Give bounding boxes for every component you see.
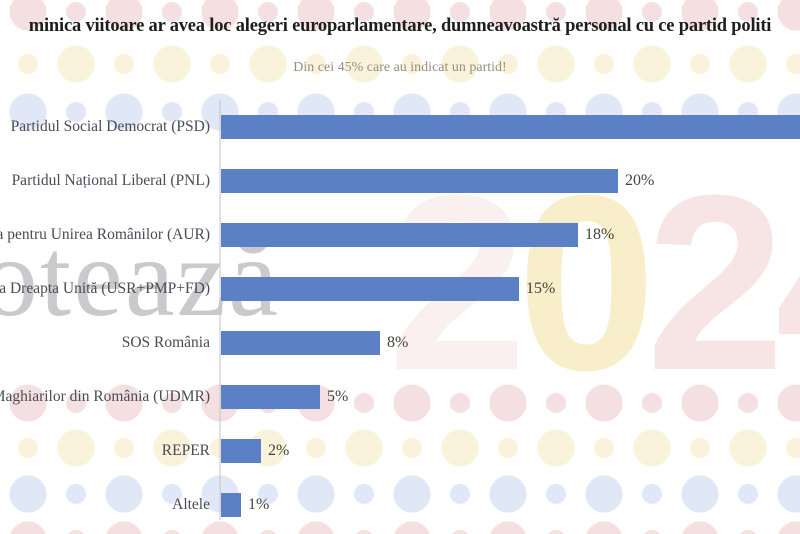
bar-track: 1% <box>220 478 800 532</box>
bar-track: 20% <box>220 154 800 208</box>
value-label: 1% <box>248 496 270 513</box>
category-label: Altele <box>172 496 210 513</box>
chart-row: ă a Maghiarilor din România (UDMR) 5% <box>0 370 800 424</box>
value-label: 5% <box>327 388 349 405</box>
chart-row: Partidul Național Liberal (PNL) 20% <box>0 154 800 208</box>
page-title: minica viitoare ar avea loc alegeri euro… <box>28 16 772 36</box>
bar <box>221 277 519 301</box>
category-label: REPER <box>161 442 210 459</box>
bar <box>221 115 800 139</box>
value-label: 2% <box>268 442 290 459</box>
bar <box>221 331 380 355</box>
y-axis-line <box>219 100 221 520</box>
watermark-digit: 0 <box>517 143 656 422</box>
bar <box>221 385 320 409</box>
value-label: 15% <box>526 280 556 297</box>
value-label: 20% <box>625 172 655 189</box>
bar-track: 2% <box>220 424 800 478</box>
watermark-digit: 2 <box>646 143 785 422</box>
category-label: SOS România <box>121 334 210 351</box>
category-label: anța pentru Unirea Românilor (AUR) <box>0 226 210 243</box>
chart-row: Partidul Social Democrat (PSD) <box>0 100 800 154</box>
category-label: Partidul Social Democrat (PSD) <box>10 118 210 135</box>
bar-track: 5% <box>220 370 800 424</box>
category-label: Partidul Național Liberal (PNL) <box>11 172 210 189</box>
bar <box>221 493 241 517</box>
bar-track <box>220 100 800 154</box>
chart-row: REPER 2% <box>0 424 800 478</box>
watermark-digit: 4 <box>775 143 800 422</box>
bar-track: 8% <box>220 316 800 370</box>
value-label: 8% <box>387 334 409 351</box>
chart-row: Altele 1% <box>0 478 800 532</box>
bar <box>221 169 618 193</box>
category-label: lianța Dreapta Unită (USR+PMP+FD) <box>0 280 210 297</box>
category-label: ă a Maghiarilor din România (UDMR) <box>0 388 210 405</box>
bar <box>221 223 578 247</box>
bar-track: 15% <box>220 262 800 316</box>
chart-row: lianța Dreapta Unită (USR+PMP+FD) 15% <box>0 262 800 316</box>
bar <box>221 439 261 463</box>
value-label: 18% <box>585 226 615 243</box>
chart-row: anța pentru Unirea Românilor (AUR) 18% <box>0 208 800 262</box>
bar-track: 18% <box>220 208 800 262</box>
chart-row: SOS România 8% <box>0 316 800 370</box>
chart-subtitle: Din cei 45% care au indicat un partid! <box>293 60 507 75</box>
